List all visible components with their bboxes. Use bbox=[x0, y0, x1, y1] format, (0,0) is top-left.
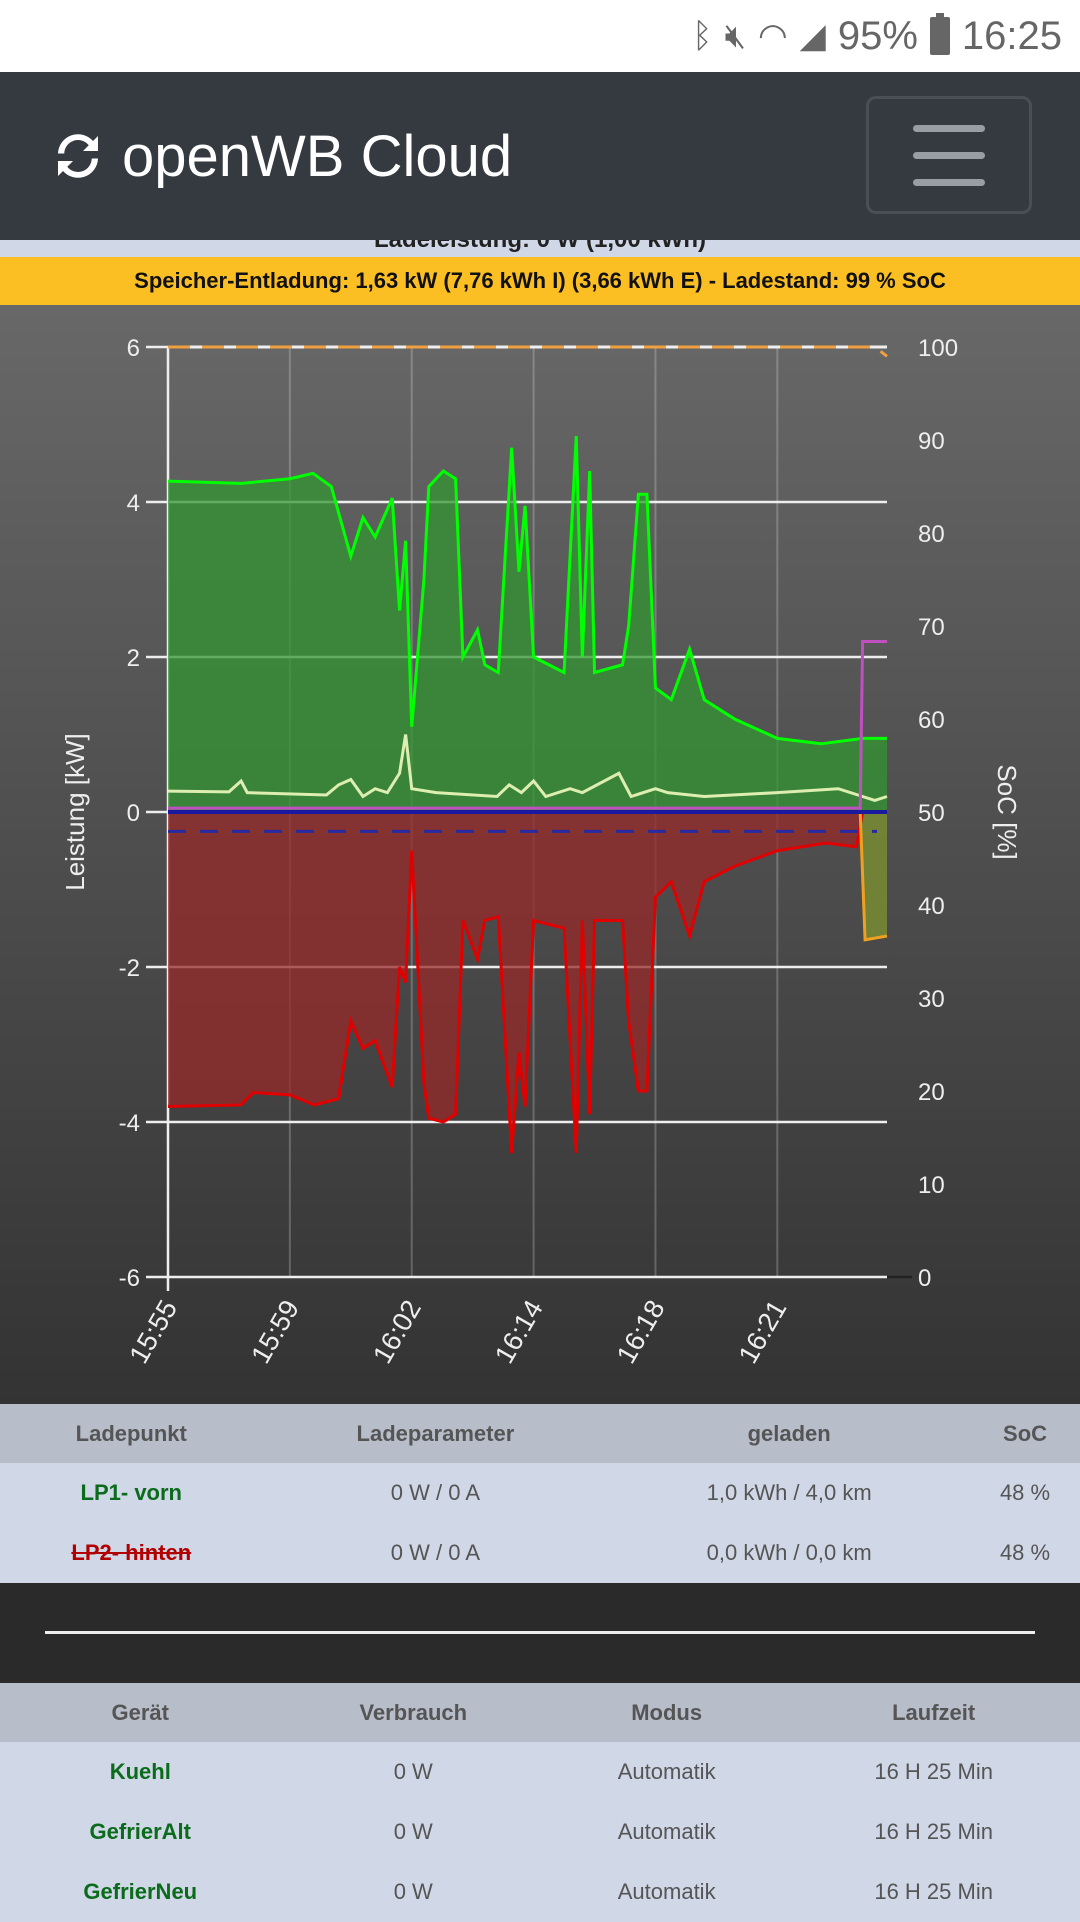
y2-tick-label: 70 bbox=[918, 614, 945, 641]
x-tick-label: 15:59 bbox=[245, 1295, 305, 1369]
mode: Automatik bbox=[546, 1862, 788, 1922]
device-name[interactable]: Kuehl bbox=[0, 1742, 281, 1802]
runtime: 16 H 25 Min bbox=[787, 1862, 1080, 1922]
y2-tick-label: 0 bbox=[918, 1265, 931, 1292]
charge-params: 0 W / 0 A bbox=[262, 1523, 609, 1583]
y-tick-label: 6 bbox=[127, 335, 140, 362]
y2-tick-label: 100 bbox=[918, 335, 958, 362]
y2-tick-label: 90 bbox=[918, 428, 945, 455]
x-tick-label: 16:18 bbox=[611, 1295, 671, 1369]
y2-tick-label: 50 bbox=[918, 800, 945, 827]
col-header: Ladepunkt bbox=[0, 1404, 263, 1463]
y2-tick-label: 20 bbox=[918, 1079, 945, 1106]
divider-line bbox=[45, 1631, 1035, 1634]
pv-area bbox=[168, 436, 887, 812]
charged: 0,0 kWh / 0,0 km bbox=[608, 1523, 971, 1583]
consumption: 0 W bbox=[280, 1742, 546, 1802]
brand-title: openWB Cloud bbox=[122, 123, 513, 189]
consumption: 0 W bbox=[280, 1862, 546, 1922]
col-header: Laufzeit bbox=[787, 1683, 1080, 1742]
grid-line bbox=[167, 810, 887, 1154]
mode: Automatik bbox=[546, 1742, 788, 1802]
y-tick-label: -4 bbox=[119, 1110, 140, 1137]
table-row: LP2- hinten 0 W / 0 A 0,0 kWh / 0,0 km 4… bbox=[0, 1523, 1080, 1583]
charge-params: 0 W / 0 A bbox=[262, 1463, 609, 1523]
bluetooth-icon: ᛒ bbox=[692, 16, 713, 55]
runtime: 16 H 25 Min bbox=[787, 1802, 1080, 1862]
hamburger-icon bbox=[913, 124, 985, 132]
col-header: SoC bbox=[970, 1404, 1080, 1463]
table-row: GefrierNeu 0 W Automatik 16 H 25 Min bbox=[0, 1862, 1080, 1922]
clock: 16:25 bbox=[961, 13, 1062, 58]
y2-tick-label: 10 bbox=[918, 1172, 945, 1199]
charge-info-text: Ladeleistung: 0 W (1,00 kWh) bbox=[374, 240, 706, 253]
y-tick-label: 4 bbox=[127, 490, 140, 517]
battery-percent: 95% bbox=[837, 13, 918, 58]
soc: 48 % bbox=[970, 1463, 1080, 1523]
signal-icon: ◢ bbox=[799, 17, 826, 55]
consumption: 0 W bbox=[280, 1802, 546, 1862]
section-divider bbox=[0, 1584, 1080, 1683]
battery-icon bbox=[929, 13, 950, 55]
x-tick-label: 15:55 bbox=[123, 1295, 183, 1369]
table-row: Kuehl 0 W Automatik 16 H 25 Min bbox=[0, 1742, 1080, 1802]
charge-point-table: Ladepunkt Ladeparameter geladen SoC LP1-… bbox=[0, 1404, 1080, 1583]
y2-axis-title: SoC [%] bbox=[992, 764, 1022, 859]
device-table: Gerät Verbrauch Modus Laufzeit Kuehl 0 W… bbox=[0, 1683, 1080, 1922]
grid-area bbox=[168, 812, 887, 1153]
power-chart: 6 4 2 0 -2 -4 -6 100 90 80 70 60 50 40 30 20 10 0 15:55 15:… bbox=[0, 305, 1080, 1404]
col-header: Ladeparameter bbox=[262, 1404, 609, 1463]
house-consumption-line bbox=[167, 734, 888, 802]
charged: 1,0 kWh / 4,0 km bbox=[608, 1463, 971, 1523]
y-tick-label: 2 bbox=[127, 645, 140, 672]
device-name[interactable]: GefrierNeu bbox=[0, 1862, 281, 1922]
battery-banner: Speicher-Entladung: 1,63 kW (7,76 kWh I)… bbox=[0, 257, 1080, 305]
table-row: LP1- vorn 0 W / 0 A 1,0 kWh / 4,0 km 48 … bbox=[0, 1463, 1080, 1523]
mute-icon: 🔇︎ bbox=[724, 16, 746, 55]
soc: 48 % bbox=[970, 1523, 1080, 1583]
x-tick-label: 16:02 bbox=[367, 1295, 427, 1369]
col-header: Verbrauch bbox=[280, 1683, 546, 1742]
charge-info-bar: Ladeleistung: 0 W (1,00 kWh) bbox=[0, 240, 1080, 257]
status-bar: ᛒ 🔇︎ ◠ ◢ 95% 16:25 bbox=[0, 0, 1080, 72]
col-header: Gerät bbox=[0, 1683, 281, 1742]
menu-toggle-button[interactable] bbox=[866, 96, 1032, 214]
x-tick-label: 16:14 bbox=[489, 1295, 549, 1369]
y-axis-title: Leistung [kW] bbox=[60, 733, 90, 891]
navbar: openWB Cloud bbox=[0, 72, 1080, 240]
col-header: Modus bbox=[546, 1683, 788, 1742]
charge-point-line bbox=[168, 640, 887, 810]
soc-line bbox=[168, 345, 888, 358]
wifi-icon: ◠ bbox=[758, 17, 788, 55]
y-tick-label: -6 bbox=[119, 1265, 140, 1292]
col-header: geladen bbox=[608, 1404, 971, 1463]
charge-point-name[interactable]: LP2- hinten bbox=[0, 1523, 263, 1583]
runtime: 16 H 25 Min bbox=[787, 1742, 1080, 1802]
y-tick-label: -2 bbox=[119, 955, 140, 982]
mode: Automatik bbox=[546, 1802, 788, 1862]
y2-tick-label: 60 bbox=[918, 707, 945, 734]
y2-tick-label: 40 bbox=[918, 893, 945, 920]
charge-point-name[interactable]: LP1- vorn bbox=[0, 1463, 263, 1523]
pv-line bbox=[167, 436, 887, 746]
brand-link[interactable]: openWB Cloud bbox=[48, 123, 512, 190]
device-name[interactable]: GefrierAlt bbox=[0, 1802, 281, 1862]
x-tick-label: 16:21 bbox=[733, 1295, 793, 1369]
y-tick-label: 0 bbox=[127, 800, 140, 827]
y2-tick-label: 30 bbox=[918, 986, 945, 1013]
y2-tick-label: 80 bbox=[918, 521, 945, 548]
table-row: GefrierAlt 0 W Automatik 16 H 25 Min bbox=[0, 1802, 1080, 1862]
